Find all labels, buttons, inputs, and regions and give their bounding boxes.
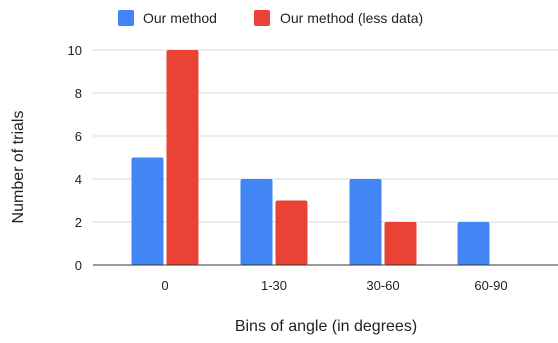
x-tick-labels: 0 1-30 30-60 60-90 bbox=[161, 278, 507, 293]
bar-our-method-less-data-30-60 bbox=[384, 222, 417, 265]
legend-swatch-our-method-less-data bbox=[254, 10, 270, 26]
bar-our-method-60-90 bbox=[457, 222, 490, 265]
y-tick-label-4: 4 bbox=[75, 172, 82, 187]
y-tick-label-8: 8 bbox=[75, 86, 82, 101]
bar-our-method-1-30 bbox=[240, 179, 273, 265]
x-tick-label-1-30: 1-30 bbox=[261, 278, 287, 293]
bar-our-method-30-60 bbox=[349, 179, 382, 265]
y-tick-labels: 0 2 4 6 8 10 bbox=[68, 43, 82, 273]
x-axis-title: Bins of angle (in degrees) bbox=[235, 318, 417, 335]
legend-label-our-method-less-data: Our method (less data) bbox=[280, 10, 423, 26]
x-tick-label-60-90: 60-90 bbox=[474, 278, 507, 293]
y-tick-label-2: 2 bbox=[75, 215, 82, 230]
legend-label-our-method: Our method bbox=[143, 10, 217, 26]
legend-swatch-our-method bbox=[118, 10, 134, 26]
bar-our-method-less-data-0 bbox=[166, 50, 199, 265]
y-tick-label-6: 6 bbox=[75, 129, 82, 144]
bar-our-method-0 bbox=[131, 157, 164, 265]
legend: Our method Our method (less data) bbox=[118, 10, 423, 26]
x-tick-label-30-60: 30-60 bbox=[366, 278, 399, 293]
bars bbox=[131, 50, 490, 265]
y-axis-title: Number of trials bbox=[10, 111, 27, 224]
y-tick-label-0: 0 bbox=[75, 258, 82, 273]
x-tick-label-0: 0 bbox=[161, 278, 168, 293]
bar-our-method-less-data-1-30 bbox=[275, 200, 308, 265]
y-tick-label-10: 10 bbox=[68, 43, 82, 58]
